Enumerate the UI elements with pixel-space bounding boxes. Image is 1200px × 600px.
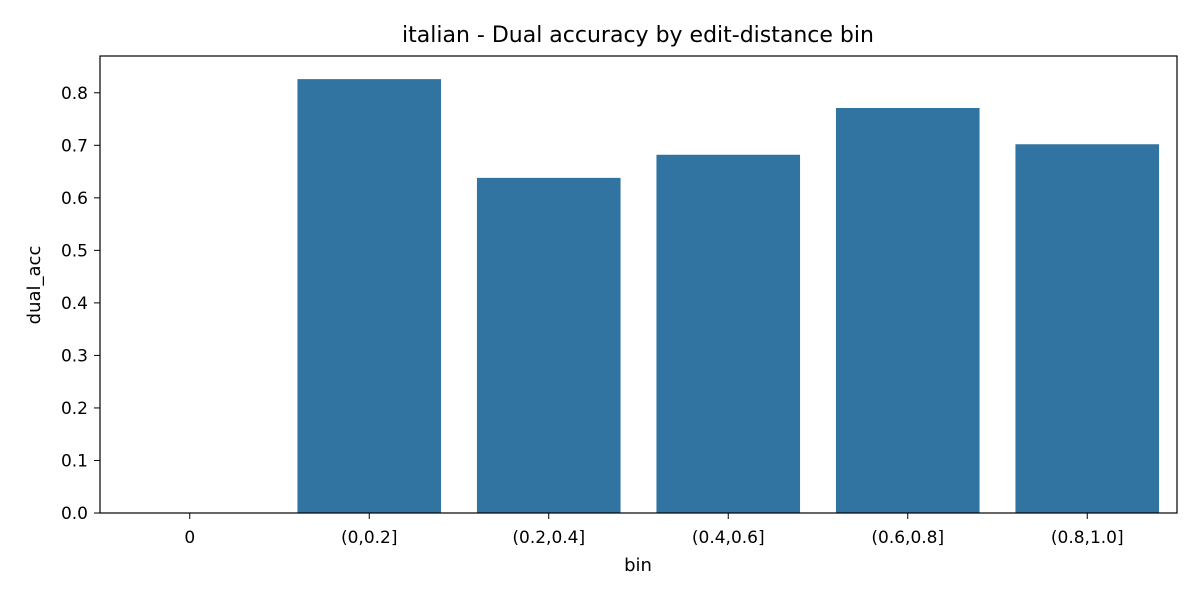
x-axis-label: bin bbox=[624, 555, 652, 576]
x-tick-label: (0.2,0.4] bbox=[512, 528, 585, 548]
bar bbox=[476, 177, 621, 513]
bar bbox=[656, 154, 801, 513]
x-tick-label: (0.6,0.8] bbox=[871, 528, 944, 548]
y-axis-label: dual_acc bbox=[24, 246, 45, 325]
bars-group bbox=[297, 79, 1160, 513]
y-tick-label: 0.6 bbox=[61, 189, 88, 209]
y-tick-label: 0.5 bbox=[61, 241, 88, 261]
x-axis-ticks: 0 (0,0.2] (0.2,0.4] (0.4,0.6] (0.6,0.8] (0.8,… bbox=[184, 513, 1124, 548]
y-tick-label: 0.2 bbox=[61, 399, 88, 419]
y-tick-label: 0.7 bbox=[61, 136, 88, 156]
bar bbox=[297, 79, 442, 513]
y-tick-label: 0.8 bbox=[61, 84, 88, 104]
y-tick-label: 0.1 bbox=[61, 451, 88, 471]
chart-title: italian - Dual accuracy by edit-distance… bbox=[402, 23, 874, 48]
x-tick-label: (0.8,1.0] bbox=[1051, 528, 1124, 548]
x-tick-label: 0 bbox=[184, 528, 195, 548]
y-axis-ticks: 0.0 0.1 0.2 0.3 0.4 0.5 0.6 0.7 0.8 bbox=[61, 84, 100, 524]
bar bbox=[1015, 144, 1160, 513]
y-tick-label: 0.4 bbox=[61, 294, 88, 314]
plot-frame bbox=[99, 55, 1178, 514]
x-tick-label: (0,0.2] bbox=[341, 528, 398, 548]
bar bbox=[835, 108, 980, 513]
x-tick-label: (0.4,0.6] bbox=[692, 528, 765, 548]
y-tick-label: 0.3 bbox=[61, 346, 88, 366]
y-tick-label: 0.0 bbox=[61, 504, 88, 524]
